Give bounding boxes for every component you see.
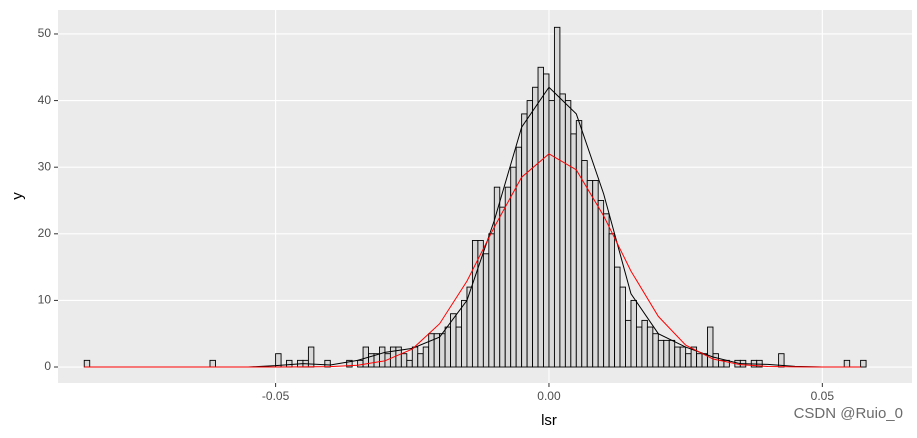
bar [597,200,605,368]
bar [657,339,665,368]
bar [461,299,468,368]
y-tick-label: 30 [38,159,52,173]
bar [860,359,867,368]
bar [668,339,676,368]
bar [493,186,501,368]
bar [581,160,588,368]
x-tick-label: 0.00 [537,389,561,403]
bar [575,120,583,368]
bar [504,186,512,368]
bar [663,339,670,368]
bar [510,166,517,368]
bar [209,359,216,368]
bar [286,359,293,368]
bar [537,66,544,368]
bar [646,326,654,368]
bar [559,93,566,368]
bar [625,319,632,368]
bar [422,346,430,368]
bar [499,206,506,368]
bar [471,240,479,368]
bar [439,333,446,368]
bar [641,319,648,368]
bar [526,100,534,368]
y-tick-label: 0 [44,359,51,373]
bar [592,180,599,368]
bar [482,253,490,368]
bar [679,346,687,368]
bar [685,353,692,368]
bar [543,73,550,368]
bar [564,100,572,368]
bar [357,359,364,368]
bar [586,180,594,368]
bar [411,346,419,368]
watermark: CSDN @Ruio_0 [794,405,903,422]
bar [324,359,331,368]
bar [674,346,681,368]
x-tick-label: 0.05 [811,389,835,403]
bar [608,233,616,368]
bar [406,359,413,368]
bar [619,286,626,368]
bar [417,353,424,368]
bar [707,326,714,368]
bar [548,100,555,368]
bar [843,359,851,368]
x-axis-title: lsr [541,412,557,429]
bar [635,326,643,368]
bar [553,26,561,368]
y-tick-label: 50 [38,26,52,40]
bar [630,299,637,368]
y-tick-label: 40 [38,93,52,107]
y-axis-title: y [9,192,26,200]
y-tick-label: 10 [38,293,52,307]
bar [521,113,528,368]
bar [696,353,703,368]
bar [603,213,610,368]
bar [532,86,539,368]
bar [346,359,353,368]
density-curve [84,153,861,368]
bar [455,326,462,368]
bar [83,359,91,368]
bar [515,146,523,368]
y-tick-label: 20 [38,226,52,240]
x-tick-label: -0.05 [262,389,290,403]
bar [379,346,386,368]
bar [652,333,659,368]
bar [614,266,621,368]
bar [428,333,435,368]
bar [488,233,495,368]
bar [444,326,452,368]
bar [400,353,408,368]
